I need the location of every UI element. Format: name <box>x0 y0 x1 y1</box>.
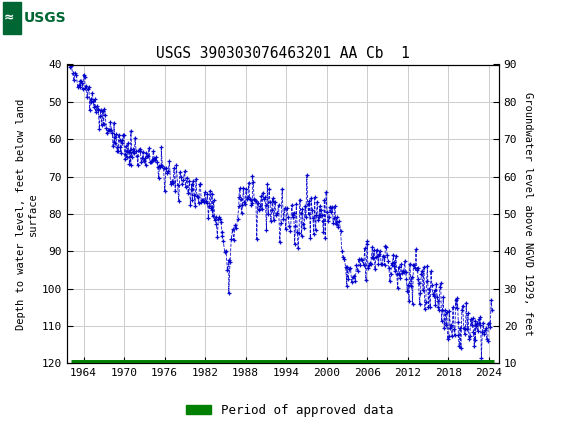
Y-axis label: Depth to water level, feet below land
surface: Depth to water level, feet below land su… <box>16 98 38 329</box>
Legend: Period of approved data: Period of approved data <box>181 399 399 421</box>
Bar <box>3 2 21 34</box>
Text: USGS: USGS <box>24 11 67 25</box>
Y-axis label: Groundwater level above NGVD 1929, feet: Groundwater level above NGVD 1929, feet <box>523 92 532 336</box>
Bar <box>3 2 71 34</box>
Title: USGS 390303076463201 AA Cb  1: USGS 390303076463201 AA Cb 1 <box>156 46 409 61</box>
Text: ≈: ≈ <box>4 11 15 25</box>
